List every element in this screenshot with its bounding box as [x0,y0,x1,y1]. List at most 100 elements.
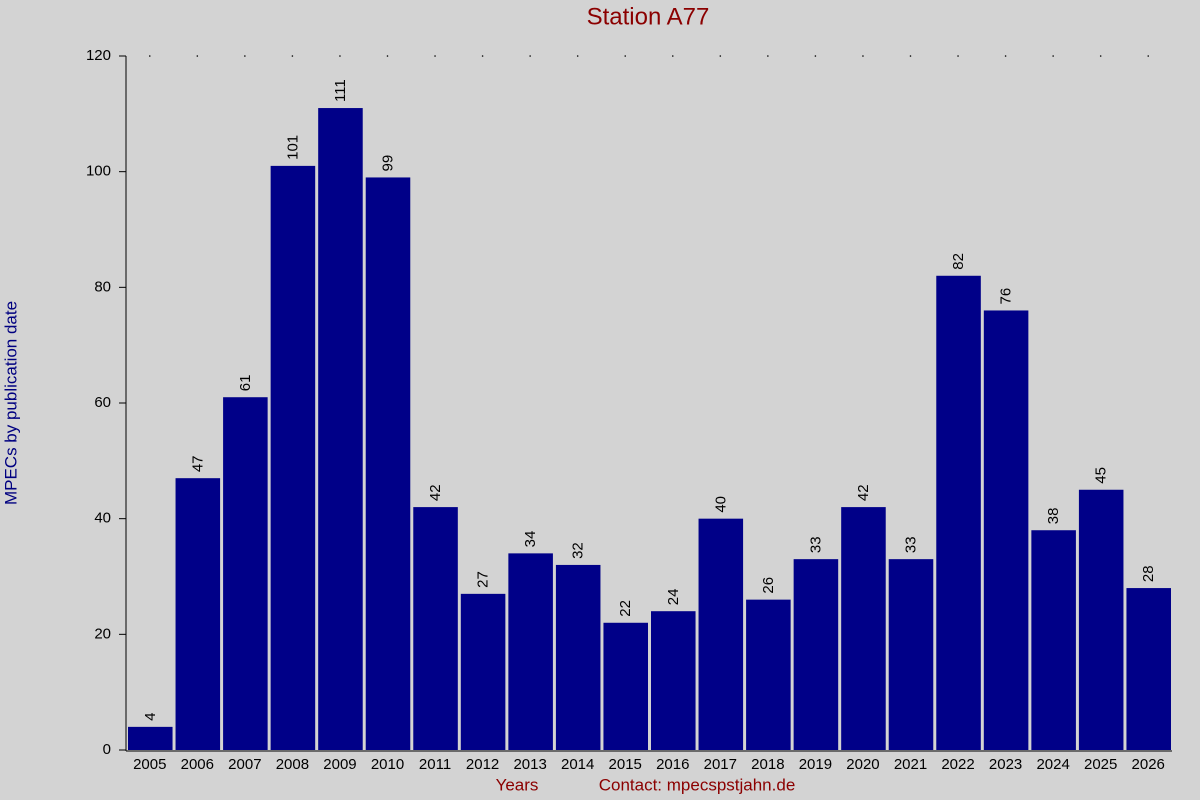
top-dot [576,55,579,57]
bar [460,593,506,750]
x-tick-label: 2015 [609,756,642,773]
top-dot [244,55,246,57]
top-dot [196,55,199,57]
top-dot [1147,55,1150,57]
value-label: 32 [570,542,587,559]
value-label: 34 [522,531,539,548]
value-label: 82 [950,253,967,270]
x-tick-label: 2010 [371,756,404,773]
y-tick-label: 120 [86,47,111,64]
value-label: 45 [1093,467,1110,484]
x-tick-label: 2019 [799,756,832,773]
value-label: 76 [998,288,1015,305]
value-label: 47 [189,455,206,472]
x-tick-label: 2008 [276,756,309,773]
bar [365,177,411,750]
bar [841,507,886,750]
bar [128,726,173,750]
x-tick-label: 2011 [419,756,451,773]
bar [793,559,839,750]
top-dot [386,55,389,57]
top-dot [1004,55,1007,57]
x-tick-label: 2012 [466,756,499,773]
chart-title: Station A77 [587,3,710,30]
value-label: 111 [332,79,349,102]
top-dot [1052,55,1054,57]
value-label: 38 [1045,508,1062,525]
bar [1126,588,1171,750]
top-dot [148,55,151,57]
x-tick-label: 2020 [846,756,879,773]
value-label: 61 [237,375,254,392]
value-label: 42 [855,484,872,501]
x-tick-label: 2016 [656,756,689,773]
top-dot [671,55,674,57]
y-tick-label: 60 [94,394,111,411]
bar [318,108,363,751]
y-tick-label: 80 [94,278,111,295]
bar [555,564,601,750]
top-dot [1099,55,1102,57]
value-label: 28 [1140,565,1157,582]
bar [175,478,221,750]
top-dot [481,55,484,57]
y-tick-label: 20 [94,625,111,642]
value-label: 4 [142,713,159,721]
bar [603,622,648,750]
x-tick-label: 2005 [133,756,166,773]
top-dot [957,55,959,57]
bar [270,165,316,751]
bar [936,275,981,750]
x-tick-label: 2017 [704,756,737,773]
value-label: 26 [760,577,777,594]
value-label: 99 [380,155,397,172]
y-axis-label: MPECs by publication date [1,301,20,505]
value-label: 101 [284,135,301,160]
top-dot [909,55,912,57]
top-dot [529,55,531,57]
value-label: 42 [427,484,444,501]
bar [888,559,934,750]
value-label: 27 [475,571,492,588]
bar [746,599,791,750]
x-tick-label: 2021 [894,756,927,773]
top-dot [814,55,817,57]
bar [1031,530,1076,750]
x-tick-label: 2023 [989,756,1022,773]
top-dot [291,55,294,57]
top-dot [624,55,627,57]
value-label: 24 [665,589,682,606]
bar [1078,489,1124,750]
top-dot [719,55,722,57]
bar [508,553,553,750]
bar [698,518,744,750]
y-tick-label: 100 [86,163,111,180]
x-tick-label: 2007 [228,756,261,773]
value-label: 40 [712,496,729,513]
top-dot [862,55,864,57]
value-label: 33 [807,536,824,553]
top-dot [339,55,341,57]
x-tick-label: 2009 [323,756,356,773]
x-tick-label: 2018 [751,756,784,773]
top-dot [767,55,769,57]
x-tick-label: 2014 [561,756,594,773]
x-axis-label: Years [496,775,539,794]
bar [983,310,1029,750]
x-tick-label: 2024 [1036,756,1069,773]
x-tick-label: 2025 [1084,756,1117,773]
y-tick-label: 0 [103,741,111,758]
contact: Contact: mpecspstjahn.de [599,775,796,794]
bar [223,397,268,750]
value-label: 22 [617,600,634,617]
top-dot [434,55,436,57]
x-tick-label: 2022 [941,756,974,773]
y-tick-label: 40 [94,510,111,527]
x-tick-label: 2026 [1132,756,1165,773]
value-label: 33 [903,536,920,553]
x-tick-label: 2006 [181,756,214,773]
x-tick-label: 2013 [513,756,546,773]
bar [651,611,696,750]
